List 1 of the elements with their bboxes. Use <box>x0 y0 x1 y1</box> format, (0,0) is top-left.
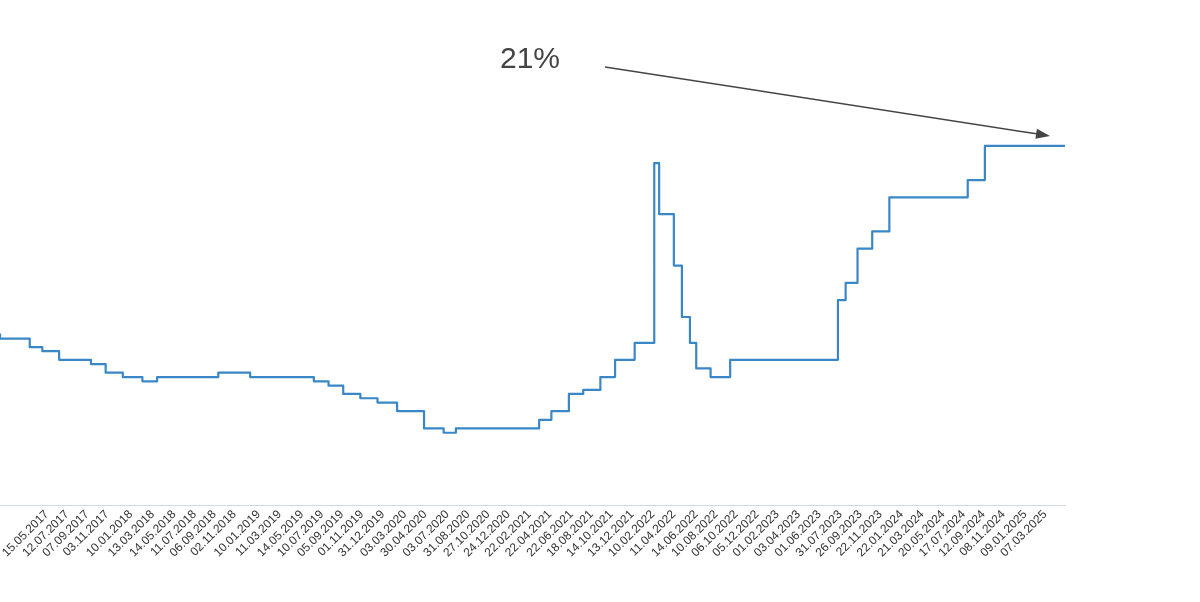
text: 21% <box>499 41 561 75</box>
